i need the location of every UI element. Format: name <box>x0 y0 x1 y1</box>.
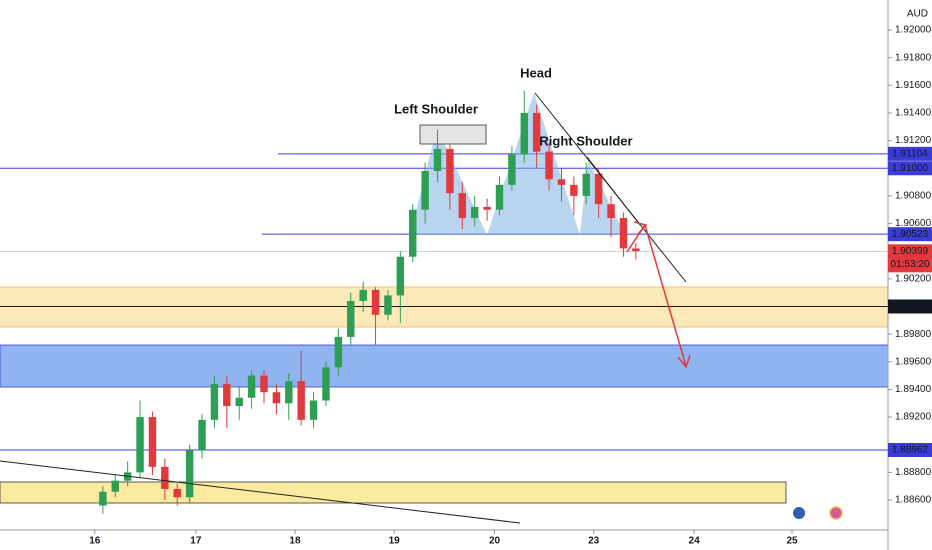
candle-body <box>396 256 405 296</box>
candle-body <box>173 488 181 498</box>
arrow-head <box>677 354 691 369</box>
trend-line <box>0 460 521 524</box>
candle-body <box>272 392 281 404</box>
last-price-tag <box>888 244 932 273</box>
candle-body <box>582 173 590 196</box>
candle-body <box>458 193 467 219</box>
annotation: Head <box>520 65 552 80</box>
candle-body <box>161 466 169 489</box>
trend-line <box>586 156 641 226</box>
x-tick-label: 16 <box>89 536 101 547</box>
candle-body <box>619 218 628 249</box>
last-price-label: 1.90399 <box>892 246 929 257</box>
candle-body <box>285 381 293 404</box>
y-tick-label: 1.89800 <box>895 329 932 340</box>
y-tick-label: 1.89600 <box>895 356 932 367</box>
candle-body <box>545 151 553 180</box>
demand-zone <box>0 344 889 388</box>
y-tick-label: 1.89200 <box>895 412 932 423</box>
candle-body <box>409 209 417 257</box>
y-tick-label: 1.91600 <box>895 80 932 91</box>
candle-body <box>309 400 318 420</box>
axes: 1.88600 1.88800 1.89200 1.89400 1.89600 1.898… <box>89 25 932 547</box>
candle-body <box>359 289 367 301</box>
y-tick-label: 1.92000 <box>895 25 932 36</box>
support-zone <box>0 481 787 504</box>
zones <box>0 286 889 504</box>
y-tick-label: 1.91800 <box>895 52 932 63</box>
candle-body <box>520 112 528 155</box>
supply-zone <box>0 287 888 327</box>
candle-body <box>446 148 454 194</box>
candle-body <box>371 289 380 315</box>
candle-body <box>185 450 194 498</box>
candles <box>99 90 640 514</box>
candle-body <box>260 375 268 393</box>
label-box <box>419 124 487 145</box>
drawings <box>0 92 691 524</box>
level-tag <box>888 299 932 314</box>
event-icon[interactable] <box>793 507 805 519</box>
annotation: Right Shoulder <box>539 133 632 148</box>
candle-body <box>198 419 206 451</box>
candle-body <box>384 295 392 315</box>
x-tick-label: 20 <box>489 536 501 547</box>
level-label: 1.91104 <box>892 149 928 160</box>
candle-body <box>235 397 243 407</box>
level-label: 1.88962 <box>892 445 929 456</box>
candle-body <box>470 206 479 219</box>
head-shape <box>487 93 580 235</box>
x-tick-label: 19 <box>389 536 401 547</box>
annotation: Left Shoulder <box>394 101 478 116</box>
y-tick-label: 1.91200 <box>895 135 932 146</box>
level-label: 1.90000 <box>892 301 929 312</box>
y-tick-label: 1.88800 <box>895 467 932 478</box>
candle-body <box>433 148 442 172</box>
candle-body <box>334 336 343 368</box>
candle-body <box>322 367 330 401</box>
candle-body <box>508 154 516 185</box>
y-tick-label: 1.90200 <box>895 273 932 284</box>
candle-body <box>594 173 603 205</box>
y-tick-label: 1.89400 <box>895 384 932 395</box>
level-tag <box>888 442 932 457</box>
candle-body <box>532 112 541 152</box>
event-icon[interactable] <box>829 506 843 520</box>
level-tag <box>888 227 932 242</box>
y-tick-label: 1.90600 <box>895 218 932 229</box>
y-tick-label: 1.91400 <box>895 108 932 119</box>
candle-body <box>297 381 305 420</box>
y-tick-label: 1.88600 <box>895 495 932 506</box>
level-label: 1.91000 <box>892 163 929 174</box>
x-tick-label: 17 <box>190 536 202 547</box>
countdown-label: 01:53:20 <box>891 259 930 270</box>
arrow-head <box>633 221 648 235</box>
candle-body <box>557 179 566 185</box>
level-tag <box>888 146 932 161</box>
candle-body <box>247 375 256 398</box>
x-tick-label: 23 <box>588 536 600 547</box>
candle-body <box>223 383 231 407</box>
level-tag <box>888 161 932 176</box>
price-axis-bg <box>888 0 932 550</box>
candle-body <box>111 480 119 492</box>
currency-label: AUD <box>907 9 928 20</box>
candle-body <box>421 171 429 210</box>
candle-body <box>210 383 219 420</box>
y-tick-label: 1.90800 <box>895 191 932 202</box>
x-tick-label: 24 <box>689 536 701 547</box>
x-tick-label: 18 <box>289 536 301 547</box>
candle-body <box>483 206 491 210</box>
level-label: 1.90523 <box>892 229 929 240</box>
candle-body <box>570 184 578 196</box>
candle-body <box>495 184 504 210</box>
candle-body <box>148 417 157 467</box>
candle-body <box>347 300 355 337</box>
candle-body <box>136 417 144 473</box>
candle-body <box>607 204 615 219</box>
candle-body <box>632 248 640 252</box>
candle-body <box>99 491 107 506</box>
x-tick-label: 25 <box>786 536 798 547</box>
